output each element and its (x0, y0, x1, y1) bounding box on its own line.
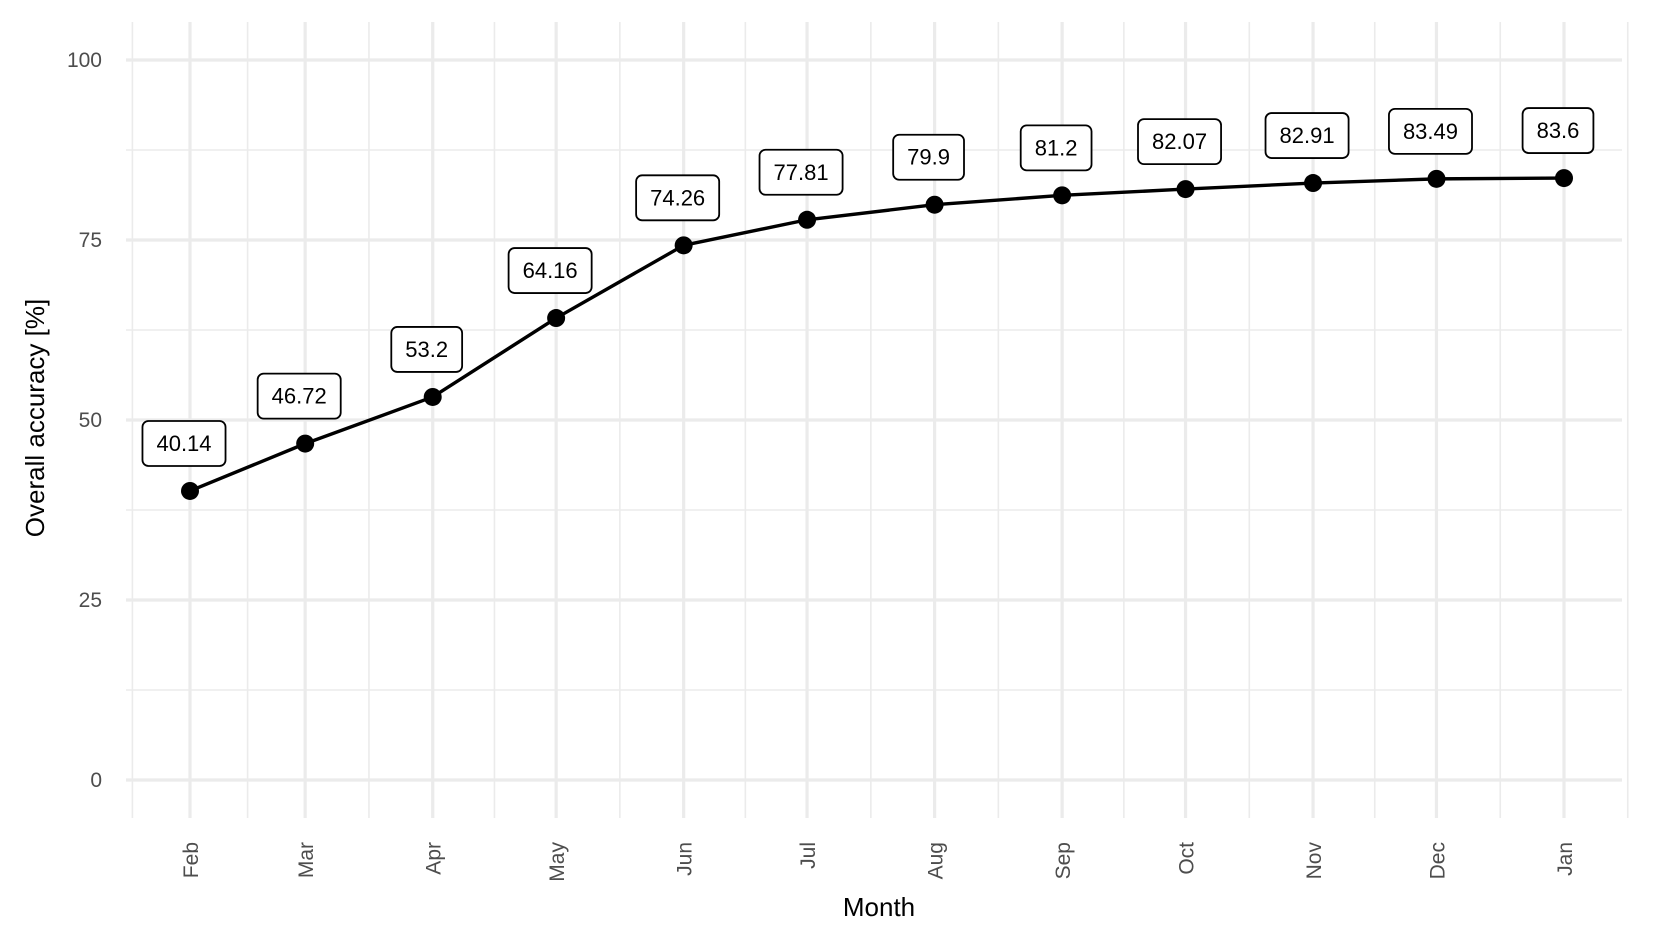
data-point (925, 195, 944, 214)
data-label-text: 53.2 (405, 337, 448, 362)
data-label: 53.2 (390, 326, 464, 373)
data-label-box (390, 326, 464, 373)
data-label: 82.91 (1264, 112, 1350, 159)
data-point (1427, 169, 1446, 188)
y-tick-label: 0 (90, 769, 102, 792)
x-tick-label: Sep (1052, 842, 1075, 879)
series-accuracy (181, 169, 1573, 500)
data-label: 79.9 (892, 133, 965, 181)
x-tick-label: Jul (797, 842, 820, 869)
data-point (547, 309, 566, 328)
data-label-box (1388, 107, 1473, 155)
y-tick-label: 50 (79, 409, 102, 432)
data-label: 74.26 (635, 174, 721, 222)
y-axis-title: Overall accuracy [%] (20, 299, 50, 537)
x-tick-label: Nov (1303, 842, 1326, 880)
data-label-text: 40.14 (156, 431, 211, 456)
data-label: 83.49 (1388, 107, 1473, 155)
data-label-box (1521, 107, 1595, 154)
data-label-box (1264, 112, 1350, 159)
grid (126, 22, 1629, 818)
data-label-text: 82.91 (1280, 123, 1335, 148)
x-tick-label: May (546, 842, 569, 882)
x-axis-title: Month (843, 892, 915, 922)
data-label-box (256, 372, 342, 420)
data-label: 64.16 (507, 247, 593, 294)
data-label: 46.72 (256, 372, 342, 420)
x-tick-label: Jun (674, 842, 697, 876)
data-label-text: 82.07 (1152, 129, 1207, 154)
x-tick-label: Feb (180, 842, 203, 878)
data-label: 81.2 (1019, 124, 1093, 172)
data-label-text: 46.72 (272, 384, 327, 409)
data-point (1053, 186, 1072, 205)
data-label-text: 83.49 (1403, 119, 1458, 144)
data-label: 77.81 (758, 148, 844, 196)
data-point (798, 210, 817, 229)
data-label-text: 64.16 (523, 258, 578, 283)
data-label-box (635, 174, 721, 222)
data-point (674, 236, 693, 255)
y-tick-label: 100 (67, 49, 102, 72)
data-label-text: 79.9 (907, 145, 950, 170)
data-label-box (758, 148, 844, 196)
data-label-text: 83.6 (1537, 118, 1580, 143)
data-label-box (892, 133, 965, 181)
series-line (189, 176, 1565, 493)
data-label-box (1019, 124, 1093, 172)
data-label: 40.14 (141, 420, 227, 467)
x-tick-label: Mar (295, 842, 318, 878)
data-labels: 40.14 46.72 53.2 64.16 74.26 77.81 79.9 81.2 82.… (141, 107, 1595, 467)
y-tick-label: 25 (79, 589, 102, 612)
data-label-box (507, 247, 593, 294)
data-label: 82.07 (1137, 118, 1222, 165)
data-point (423, 387, 442, 406)
x-tick-label: Aug (925, 842, 948, 879)
x-tick-label: Dec (1426, 842, 1449, 879)
data-label-text: 81.2 (1035, 135, 1078, 160)
data-label-box (141, 420, 227, 467)
x-tick-label: Jan (1554, 842, 1577, 876)
data-label: 83.6 (1521, 107, 1595, 154)
data-point (1304, 174, 1323, 193)
x-tick-label: Apr (423, 842, 446, 875)
data-label-text: 74.26 (650, 185, 705, 210)
data-label-text: 77.81 (774, 160, 829, 185)
x-axis-ticks: Feb Mar Apr May Jun Jul Aug Sep Oct Nov Dec Jan (180, 842, 1577, 882)
y-axis-ticks: 0 25 50 75 100 (67, 49, 102, 792)
x-tick-label: Oct (1176, 842, 1199, 875)
data-label-box (1137, 118, 1222, 165)
y-tick-label: 75 (79, 229, 102, 252)
data-point (1555, 169, 1573, 188)
data-point (181, 481, 199, 500)
data-point (296, 434, 315, 453)
data-point (1176, 180, 1195, 199)
